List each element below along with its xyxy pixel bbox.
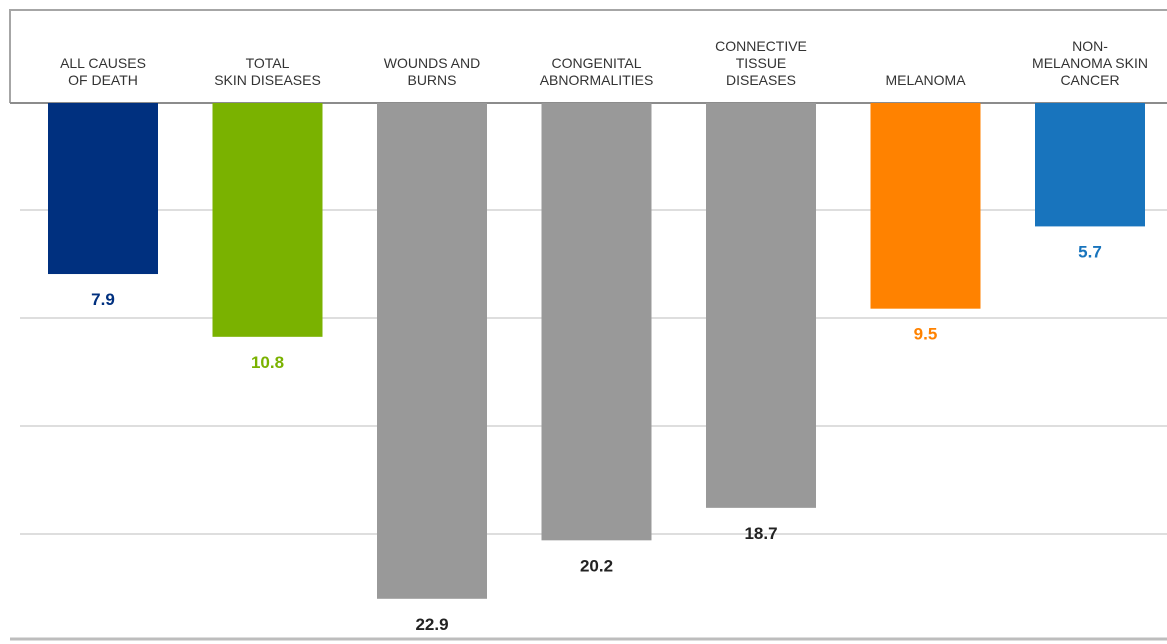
header-border bbox=[9, 9, 1167, 103]
bar bbox=[541, 103, 652, 541]
category-label: NON-MELANOMA SKIN CANCER bbox=[1032, 38, 1148, 88]
bar bbox=[48, 103, 158, 275]
category-label: CONNECTIVE TISSUE DISEASES bbox=[715, 38, 807, 88]
value-label: 10.8 bbox=[251, 353, 284, 372]
value-label: 20.2 bbox=[580, 556, 613, 575]
bar bbox=[870, 103, 981, 309]
value-label: 5.7 bbox=[1078, 242, 1102, 261]
category-labels: ALL CAUSES OF DEATH TOTAL SKIN DISEASES WOUN… bbox=[60, 38, 1148, 88]
category-label: MELANOMA bbox=[885, 72, 966, 88]
value-label: 9.5 bbox=[914, 325, 938, 344]
value-label: 18.7 bbox=[744, 524, 777, 543]
value-label: 7.9 bbox=[91, 290, 115, 309]
bar bbox=[377, 103, 487, 599]
bars bbox=[48, 103, 1145, 599]
bar bbox=[1035, 103, 1145, 227]
category-label: ALL CAUSES OF DEATH bbox=[60, 55, 146, 88]
bar bbox=[212, 103, 323, 337]
value-labels: 7.9 10.8 22.9 20.2 18.7 9.5 5.7 bbox=[91, 242, 1102, 633]
category-label: CONGENITAL ABNORMALITIES bbox=[540, 55, 654, 88]
bar bbox=[706, 103, 816, 508]
category-label: WOUNDS AND BURNS bbox=[384, 55, 480, 88]
value-label: 22.9 bbox=[415, 615, 448, 634]
category-label: TOTAL SKIN DISEASES bbox=[214, 55, 321, 88]
